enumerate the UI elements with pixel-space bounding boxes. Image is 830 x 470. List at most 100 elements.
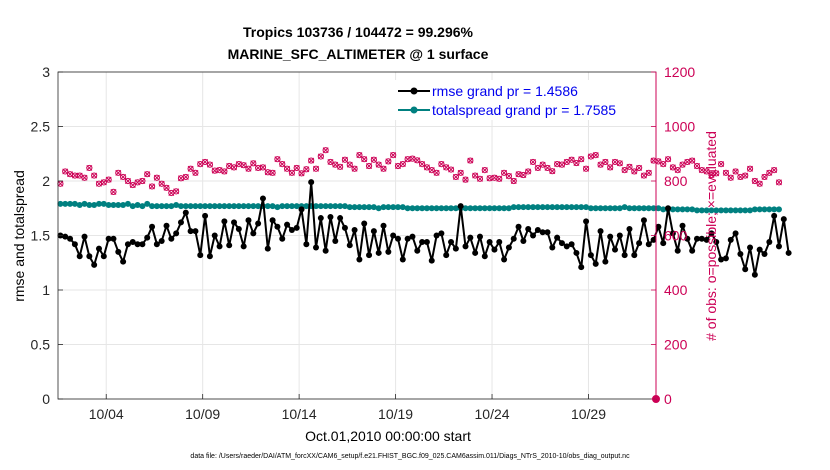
series-totalspread-point xyxy=(361,204,368,211)
obs-evaluated-marker xyxy=(640,172,647,179)
series-totalspread-point xyxy=(563,204,570,211)
series-totalspread-point xyxy=(192,203,199,210)
obs-possible-marker xyxy=(312,165,320,172)
series-rmse-point xyxy=(438,230,445,237)
obs-evaluated-marker xyxy=(404,156,411,163)
right-axis: 0 200 400 600 800 1000 1200 xyxy=(651,64,695,407)
series-totalspread-point xyxy=(67,200,74,207)
series-totalspread-point xyxy=(573,204,580,211)
series-rmse-point xyxy=(481,253,488,260)
y-tick-label-left: 0.5 xyxy=(31,337,51,353)
series-totalspread-point xyxy=(293,203,300,210)
obs-evaluated-marker xyxy=(279,161,286,168)
obs-possible-marker xyxy=(399,161,406,168)
obs-evaluated-marker xyxy=(669,164,676,171)
obs-possible-marker xyxy=(616,160,623,167)
series-totalspread-point xyxy=(95,200,102,207)
obs-evaluated-marker xyxy=(713,170,720,177)
obs-evaluated-marker xyxy=(341,156,348,163)
obs-possible-marker xyxy=(153,174,160,181)
obs-evaluated-marker xyxy=(250,160,257,167)
series-totalspread-point xyxy=(775,206,782,213)
series-rmse-point xyxy=(419,239,426,246)
obs-evaluated-marker xyxy=(616,160,623,167)
series-rmse-point xyxy=(158,237,165,244)
obs-possible-marker xyxy=(298,170,305,177)
series-rmse-point xyxy=(385,248,392,255)
series-rmse-point xyxy=(149,223,156,230)
y-tick-label-left: 2.5 xyxy=(31,119,51,135)
series-totalspread-point xyxy=(525,204,532,211)
obs-possible-marker xyxy=(636,164,643,172)
obs-possible-marker xyxy=(308,157,315,164)
obs-evaluated-marker xyxy=(771,167,778,174)
obs-evaluated-marker xyxy=(187,165,194,172)
x-axis-label: Oct.01,2010 00:00:00 start xyxy=(305,428,471,444)
series-rmse-point xyxy=(221,218,228,225)
obs-possible-marker xyxy=(607,164,614,171)
obs-possible-marker xyxy=(240,162,247,169)
y-tick-label-right: 1000 xyxy=(664,119,695,135)
obs-possible-marker xyxy=(602,158,609,166)
series-rmse-point xyxy=(592,260,599,267)
series-rmse-point xyxy=(115,248,122,255)
series-rmse-point xyxy=(785,249,792,256)
obs-evaluated-marker xyxy=(698,167,705,174)
obs-possible-marker xyxy=(496,175,503,182)
series-rmse-point xyxy=(462,243,469,250)
obs-possible-marker xyxy=(110,188,117,195)
obs-evaluated-marker xyxy=(129,182,136,189)
obs-evaluated-marker xyxy=(197,161,204,168)
series-rmse-point xyxy=(269,217,276,224)
series-totalspread-point xyxy=(284,203,291,210)
obs-evaluated-marker xyxy=(115,169,122,176)
series-totalspread-point xyxy=(197,203,204,210)
obs-evaluated-marker xyxy=(124,178,131,184)
series-rmse-point xyxy=(539,229,546,236)
obs-evaluated-marker xyxy=(766,169,773,176)
series-totalspread-point xyxy=(438,205,445,212)
obs-evaluated-marker xyxy=(520,172,527,178)
obs-possible-marker xyxy=(341,156,349,163)
series-totalspread-point xyxy=(467,205,474,212)
series-rmse-point xyxy=(520,237,527,244)
obs-possible-marker xyxy=(385,158,392,165)
series-rmse-point xyxy=(250,230,257,237)
obs-evaluated-marker xyxy=(462,176,469,183)
series-rmse-point xyxy=(284,221,291,228)
obs-possible-marker xyxy=(713,170,720,177)
obs-evaluated-marker xyxy=(308,157,315,164)
series-rmse-point xyxy=(636,240,643,247)
obs-possible-marker xyxy=(775,179,783,186)
series-totalspread-point xyxy=(496,205,503,212)
obs-evaluated-marker xyxy=(158,180,165,187)
series-totalspread xyxy=(57,200,782,214)
obs-possible-marker xyxy=(288,169,295,176)
obs-possible-marker xyxy=(81,174,88,181)
series-totalspread-point xyxy=(597,205,604,212)
series-rmse-point xyxy=(105,235,112,242)
series-rmse-point xyxy=(337,215,344,222)
obs-possible-marker xyxy=(645,169,652,176)
series-rmse-point xyxy=(674,247,681,254)
series-totalspread-point xyxy=(57,200,64,207)
obs-possible-marker xyxy=(182,173,189,181)
series-totalspread-point xyxy=(472,205,479,212)
obs-evaluated-marker xyxy=(390,152,397,159)
series-totalspread-point xyxy=(91,201,98,208)
series-rmse-point xyxy=(732,230,739,237)
series-totalspread-point xyxy=(313,203,320,210)
obs-evaluated-marker xyxy=(660,161,667,168)
obs-possible-marker xyxy=(529,158,537,166)
obs-evaluated-marker xyxy=(756,180,763,187)
obs-possible-marker xyxy=(573,159,580,167)
obs-evaluated-marker xyxy=(573,160,580,166)
legend-box xyxy=(392,80,650,120)
obs-evaluated-marker xyxy=(592,152,599,159)
legend-marker-rmse xyxy=(410,87,418,95)
obs-evaluated-marker xyxy=(149,183,155,190)
y-tick-label-right: 0 xyxy=(664,391,672,407)
series-rmse-point xyxy=(95,245,102,252)
obs-possible-marker xyxy=(447,166,455,173)
series-rmse-point xyxy=(583,218,590,225)
